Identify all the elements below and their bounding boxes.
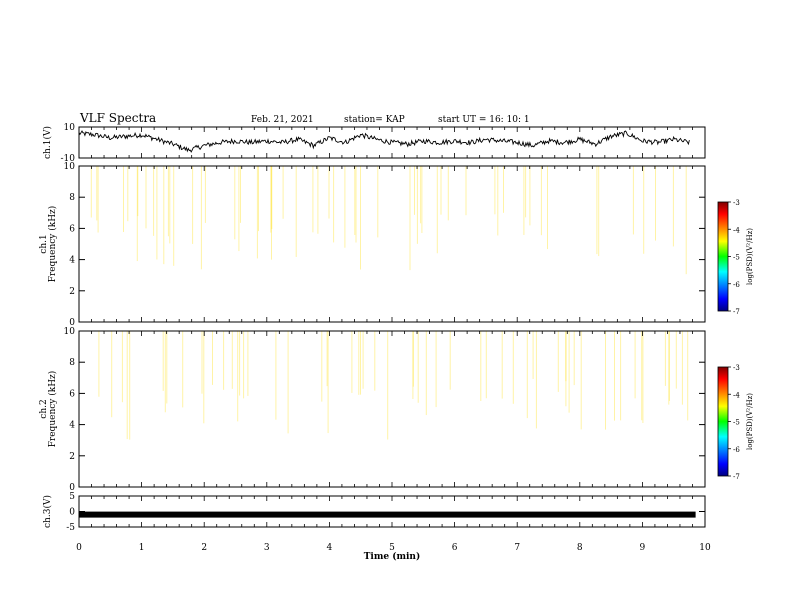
ch2-spectrogram-ytick-label: 4 — [69, 421, 75, 431]
ch1-spectrogram-ylabel: ch.1 — [39, 234, 49, 253]
ch3-waveform-ytick-label: 0 — [69, 508, 75, 518]
xtick-label: 1 — [139, 543, 145, 553]
date-label: Feb. 21, 2021 — [251, 115, 314, 125]
ch1-waveform-ytick-label: -10 — [61, 154, 76, 164]
ch1-spectrogram-panel: 0 2 4 6 8 10 ch.1 Frequency (kHz) — [39, 162, 706, 328]
xtick-label: 3 — [264, 543, 270, 553]
xtick-label: 7 — [514, 543, 520, 553]
xtick-label: 5 — [389, 543, 395, 553]
figure-title: VLF Spectra — [79, 111, 156, 125]
colorbar-label: log(PSD)(V²/Hz) — [746, 393, 754, 450]
colorbar-tick-label: -7 — [733, 308, 740, 316]
ch2-spectrogram-ylabel: Frequency (kHz) — [47, 371, 58, 448]
ch3-waveform-ytick-label: 5 — [69, 492, 75, 502]
ch1-colorbar: -3 -4 -5 -6 -7 log(PSD)(V²/Hz) — [717, 199, 754, 316]
ch1-spectrogram-ytick-label: 10 — [64, 162, 76, 172]
ch1-spectrogram-ytick-label: 8 — [69, 193, 75, 203]
ch3-waveform-trace — [79, 511, 696, 518]
ch1-waveform-ylabel: ch.1(V) — [42, 126, 53, 159]
ch2-spectrogram-ylabel: ch.2 — [39, 399, 49, 418]
ch3-waveform-panel: 5 0 -5 ch.3(V) — [42, 492, 706, 533]
ch1-spectrogram-ylabel: Frequency (kHz) — [47, 206, 58, 283]
colorbar-tick-label: -3 — [733, 364, 740, 372]
ch2-spectrogram-panel: 0 2 4 6 8 10 ch.2 Frequency (kHz) — [39, 327, 706, 493]
colorbar-tick-label: -6 — [733, 446, 740, 454]
colorbar-gradient — [717, 201, 729, 312]
xtick-label: 8 — [577, 543, 583, 553]
ch2-spectrogram-ytick-label: 2 — [69, 452, 75, 462]
xtick-label: 10 — [699, 543, 711, 553]
ch1-waveform-panel: 10 -10 ch.1(V) — [42, 123, 706, 164]
ch1-waveform-ytick-label: 10 — [64, 123, 76, 133]
ch1-spectrogram-ytick-label: 4 — [69, 256, 75, 266]
xtick-label: 9 — [640, 543, 646, 553]
ch2-spectrogram-ytick-label: 8 — [69, 358, 75, 368]
xtick-label: 4 — [327, 543, 333, 553]
colorbar-tick-label: -5 — [733, 254, 740, 262]
ch1-spectrogram-ytick-label: 2 — [69, 287, 75, 297]
xtick-label: 0 — [76, 543, 82, 553]
start-time-label: start UT = 16: 10: 1 — [438, 115, 530, 125]
station-label: station= KAP — [344, 115, 405, 125]
ch2-colorbar: -3 -4 -5 -6 -7 log(PSD)(V²/Hz) — [717, 364, 754, 481]
ch1-spectrogram-ytick-label: 6 — [69, 224, 75, 234]
ch2-spectrogram-ytick-label: 6 — [69, 389, 75, 399]
ch1-waveform-trace — [78, 130, 690, 153]
colorbar-tick-label: -6 — [733, 281, 740, 289]
ch2-spectrogram-ytick-label: 10 — [64, 327, 76, 337]
ch1-spectrogram-ytick-label: 0 — [69, 318, 75, 328]
ch2-spectrogram-ytick-label: 0 — [69, 483, 75, 493]
colorbar-tick-label: -5 — [733, 419, 740, 427]
time-axis: 0 1 2 3 4 5 6 7 8 9 10 Time (min) — [76, 543, 711, 562]
colorbar-label: log(PSD)(V²/Hz) — [746, 228, 754, 285]
colorbar-gradient — [717, 366, 729, 477]
ch3-waveform-ytick-label: -5 — [66, 523, 75, 533]
xtick-label: 6 — [452, 543, 458, 553]
xtick-label: 2 — [201, 543, 207, 553]
colorbar-tick-label: -7 — [733, 473, 740, 481]
x-axis-label: Time (min) — [364, 551, 421, 562]
colorbar-tick-label: -4 — [733, 226, 740, 234]
colorbar-tick-label: -4 — [733, 391, 740, 399]
colorbar-tick-label: -3 — [733, 199, 740, 207]
ch3-waveform-ylabel: ch.3(V) — [42, 495, 53, 528]
